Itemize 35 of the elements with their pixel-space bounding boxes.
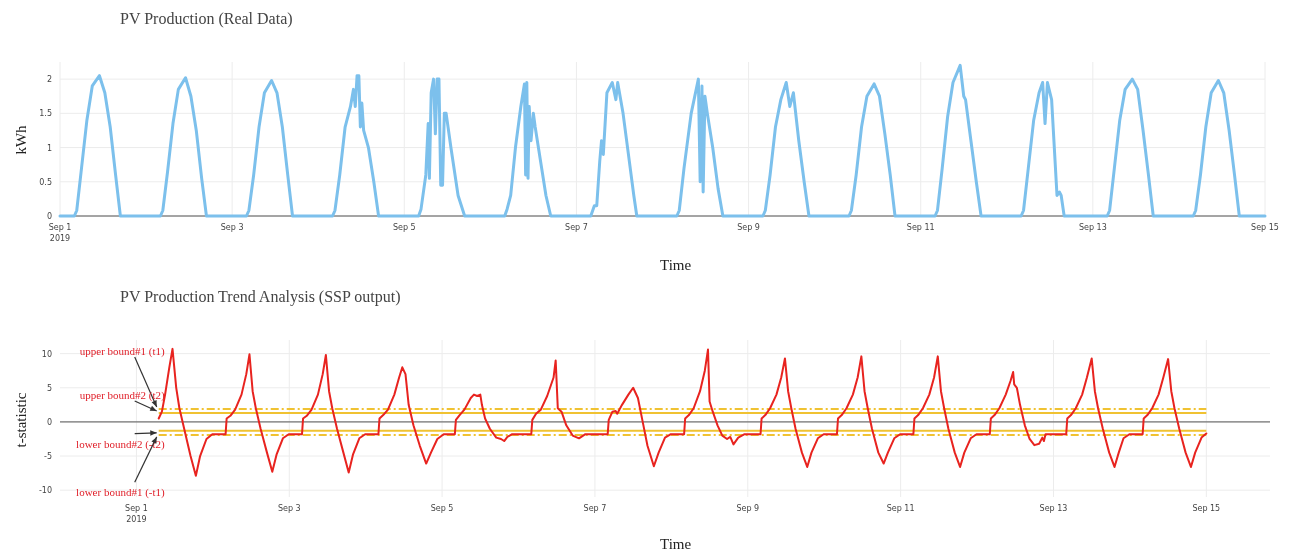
ref-line-label: lower bound#1 (-t1) <box>76 486 166 500</box>
y-axis-title: t-statistic <box>13 392 29 448</box>
x-tick-label: Sep 5 <box>392 223 416 232</box>
y-axis-title: kWh <box>13 124 29 155</box>
x-tick-label: Sep 13 <box>1039 504 1068 513</box>
x-tick-label: Sep 9 <box>736 504 760 513</box>
x-tick-label: Sep 7 <box>565 223 588 232</box>
x-tick-label: Sep 11 <box>886 504 915 513</box>
x-tick-label: Sep 3 <box>277 504 301 513</box>
chart-title: PV Production Trend Analysis (SSP output) <box>120 288 401 306</box>
y-tick-label: -5 <box>44 452 52 462</box>
x-axis-title: Time <box>660 536 692 552</box>
y-tick-label: 1 <box>46 143 52 153</box>
x-tick-label: Sep 15 <box>1192 504 1221 513</box>
y-tick-label: 10 <box>41 349 52 359</box>
ref-line-label: upper bound#1 (t1) <box>79 344 166 358</box>
x-tick-label: Sep 11 <box>906 223 935 232</box>
y-tick-label: 0.5 <box>39 177 52 187</box>
x-tick-label: Sep 1 2019 <box>125 504 148 524</box>
y-tick-label: 5 <box>46 383 52 393</box>
x-tick-label: Sep 1 2019 <box>48 223 72 243</box>
x-tick-label: Sep 13 <box>1078 223 1107 232</box>
line-series <box>58 63 1267 218</box>
y-tick-label: 2 <box>46 75 52 85</box>
y-tick-label: 1.5 <box>39 109 52 119</box>
chart-title: PV Production (Real Data) <box>120 10 293 28</box>
x-tick-label: Sep 9 <box>737 223 760 232</box>
y-tick-label: -10 <box>38 486 52 496</box>
x-tick-label: Sep 7 <box>583 504 607 513</box>
y-tick-label: 0 <box>46 417 52 427</box>
y-tick-label: 0 <box>46 212 52 221</box>
x-axis-title: Time <box>660 257 692 273</box>
x-tick-label: Sep 3 <box>220 223 244 232</box>
x-tick-label: Sep 5 <box>430 504 454 513</box>
x-tick-label: Sep 15 <box>1251 223 1279 232</box>
